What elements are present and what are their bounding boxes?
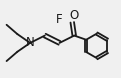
Text: N: N [26,36,34,49]
Text: F: F [56,13,63,26]
Text: O: O [69,9,78,22]
